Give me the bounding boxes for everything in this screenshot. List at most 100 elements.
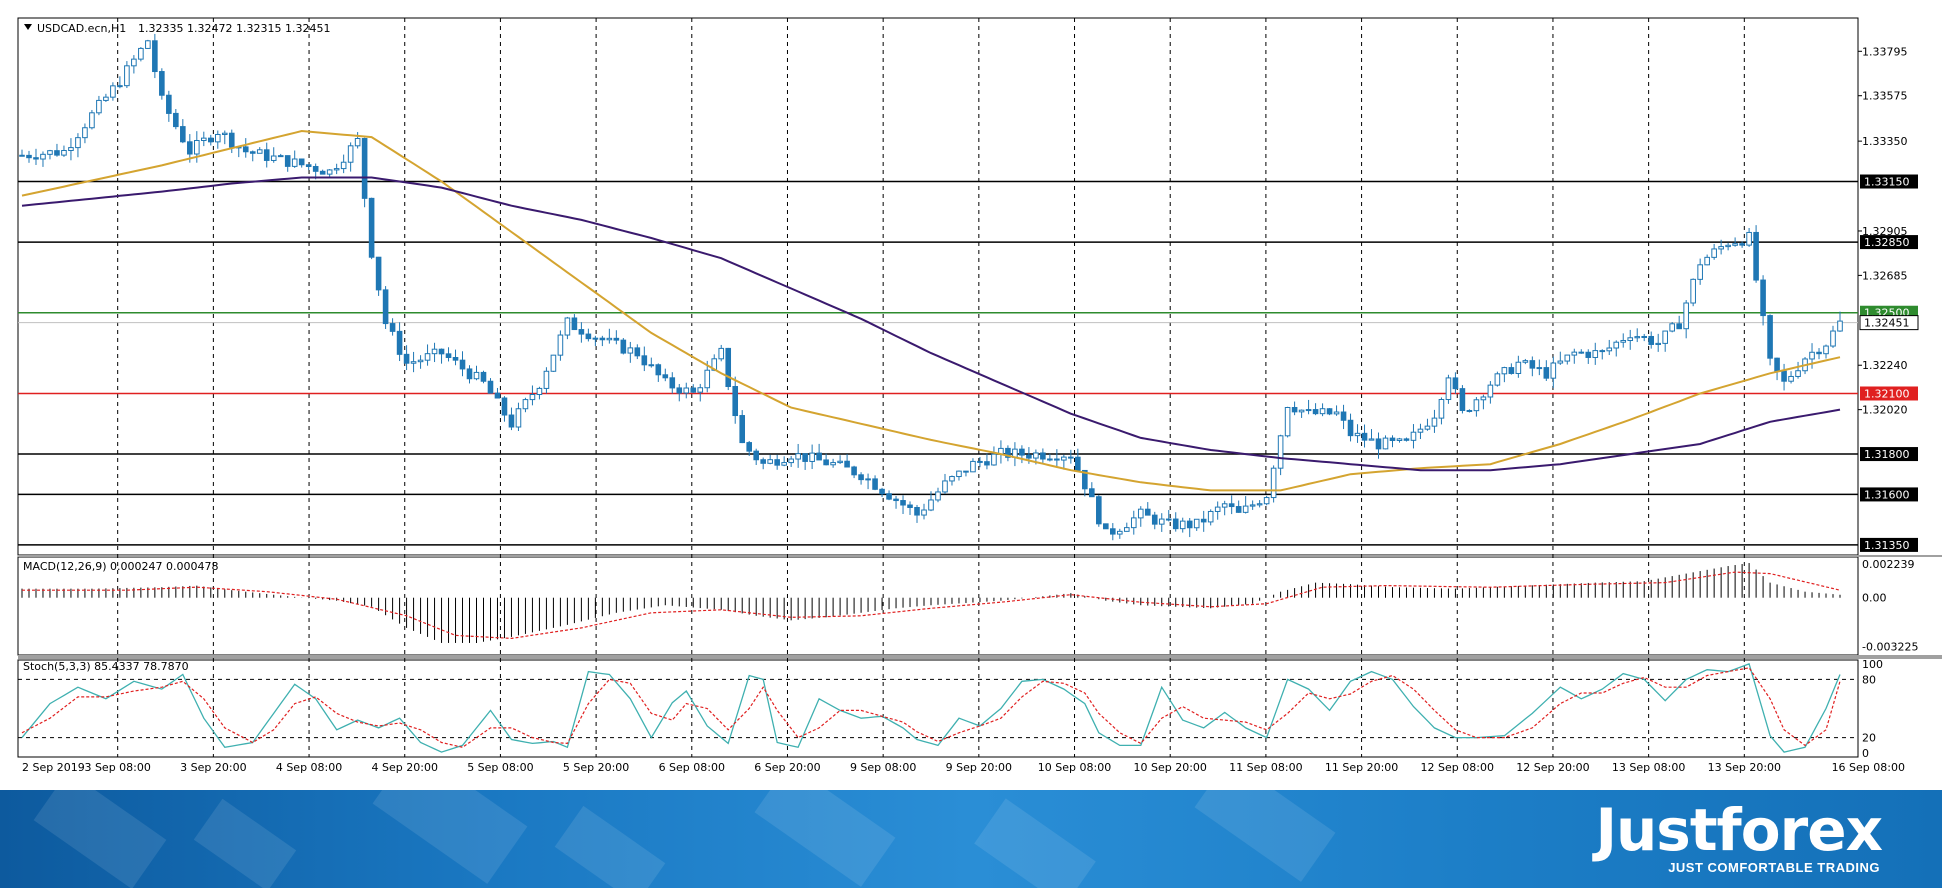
candle-bear — [634, 347, 641, 357]
candle-bull — [949, 476, 955, 482]
candle-bear — [501, 397, 508, 416]
candle-bull — [837, 460, 843, 464]
candle-bull — [1487, 384, 1494, 398]
candle-bear — [1781, 370, 1787, 382]
candle-bull — [410, 361, 417, 364]
candle-bear — [368, 197, 375, 258]
x-tick-label: 5 Sep 08:00 — [467, 761, 533, 774]
candle-bear — [1110, 528, 1116, 535]
candle-bull — [865, 478, 871, 481]
x-tick-label: 6 Sep 20:00 — [754, 761, 820, 774]
candle-bull — [1410, 431, 1417, 441]
level-tag-1.33150 — [1860, 174, 1918, 189]
candle-bear — [494, 392, 501, 399]
candle-bull — [82, 127, 88, 139]
current-price-tag — [1859, 315, 1919, 331]
candle-bull — [333, 168, 340, 171]
candle-bear — [914, 506, 920, 516]
candle-bull — [277, 155, 284, 158]
level-tag-label: 1.32100 — [1864, 387, 1910, 400]
candle-bull — [1655, 342, 1662, 345]
level-tag-1.32850 — [1860, 235, 1918, 250]
candle-bull — [145, 40, 151, 49]
candle-bull — [606, 337, 613, 341]
symbol-label: USDCAD.ecn,H1 — [37, 22, 126, 35]
candle-bear — [1103, 523, 1109, 530]
candle-bear — [508, 414, 515, 428]
candle-bull — [1494, 373, 1501, 386]
candle-bear — [305, 164, 312, 168]
candle-bear — [166, 94, 172, 114]
candle-bull — [781, 462, 787, 466]
candle-bear — [54, 150, 60, 156]
stoch-main-line — [21, 663, 1841, 753]
candle-bull — [326, 169, 333, 175]
level-tag-label: 1.31800 — [1864, 448, 1910, 461]
candle-bear — [1089, 488, 1095, 498]
candle-bull — [1606, 347, 1613, 352]
candle-bear — [1760, 279, 1766, 317]
candle-bull — [1480, 396, 1487, 401]
candle-bull — [1165, 518, 1172, 521]
candle-bull — [970, 460, 976, 473]
candle-bull — [96, 99, 102, 114]
candle-bull — [214, 133, 221, 143]
candle-bear — [33, 157, 39, 160]
candle-bear — [1403, 438, 1410, 441]
x-tick-label: 12 Sep 08:00 — [1421, 761, 1494, 774]
x-tick-label: 4 Sep 20:00 — [372, 761, 438, 774]
candle-bear — [1235, 506, 1242, 513]
candle-bear — [1361, 432, 1368, 441]
candle-bear — [669, 377, 676, 389]
candle-bear — [375, 256, 382, 291]
candle-bear — [851, 466, 857, 476]
candle-bear — [1005, 447, 1011, 458]
x-tick-label: 3 Sep 08:00 — [84, 761, 150, 774]
macd-signal-line — [22, 571, 1841, 640]
ohlc-readout: 1.32335 1.32472 1.32315 1.32451 — [138, 22, 330, 35]
candle-bull — [991, 453, 997, 466]
level-tag-1.31350 — [1860, 537, 1918, 552]
candle-bull — [340, 161, 347, 170]
candle-bear — [690, 387, 697, 393]
candle-bear — [396, 330, 403, 355]
candle-bear — [886, 493, 892, 500]
y-tick-label: 1.32240 — [1862, 359, 1908, 372]
candle-bear — [585, 333, 592, 340]
candle-bear — [207, 137, 214, 143]
candle-bull — [1158, 518, 1165, 525]
panel-frame-1 — [17, 556, 1859, 656]
candle-bear — [578, 329, 585, 335]
candle-bull — [1711, 248, 1717, 258]
current-price-label: 1.32451 — [1864, 317, 1910, 330]
candle-bear — [361, 138, 368, 199]
candle-bear — [1019, 448, 1025, 456]
candle-bull — [564, 317, 571, 336]
candle-bear — [739, 415, 746, 444]
candle-bear — [159, 71, 165, 96]
candle-bull — [354, 138, 361, 147]
candle-bear — [984, 461, 990, 466]
candle-bear — [312, 166, 319, 172]
candle-bull — [103, 96, 109, 101]
candle-bear — [228, 132, 235, 148]
candle-bull — [1221, 503, 1228, 508]
candle-bear — [1075, 456, 1081, 471]
candle-bull — [1298, 409, 1305, 413]
chart-svg[interactable]: 2 Sep 2019 3 Sep 08:00 3 Sep 20:00 4 Sep 08… — [0, 0, 1942, 790]
chart-area[interactable]: 2 Sep 2019 3 Sep 08:00 3 Sep 20:00 4 Sep 08… — [0, 0, 1942, 790]
candle-bear — [26, 154, 32, 159]
candle-bear — [173, 112, 179, 128]
candle-bear — [1739, 243, 1745, 246]
candle-bull — [1501, 367, 1508, 375]
panel-separator-2 — [18, 655, 1942, 659]
candle-bull — [1242, 505, 1249, 513]
candle-bull — [1061, 456, 1067, 461]
candle-bear — [1599, 350, 1606, 353]
candle-bear — [620, 339, 627, 354]
candle-bull — [1725, 244, 1731, 248]
ma-slow-line — [21, 176, 1841, 472]
candle-bull — [256, 149, 263, 154]
candle-bear — [599, 337, 606, 341]
candle-bear — [823, 459, 829, 466]
